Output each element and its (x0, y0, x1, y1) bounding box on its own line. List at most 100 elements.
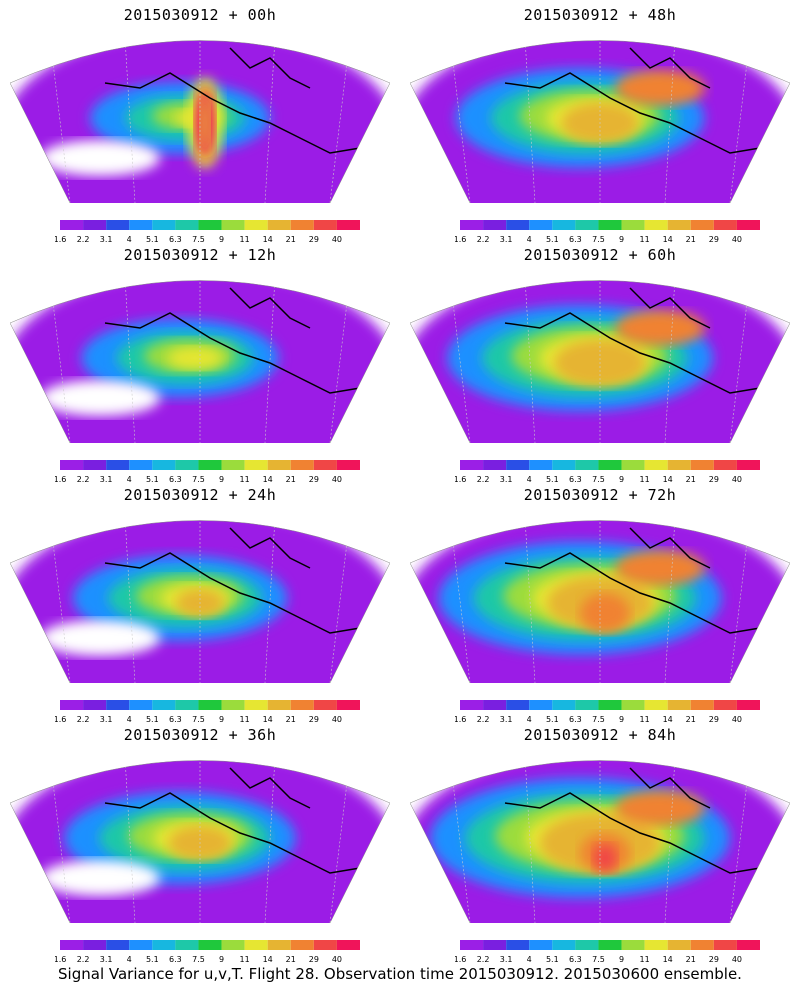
graticule-line (124, 520, 136, 683)
colorbar-label: 6.3 (169, 475, 182, 484)
colorbar-label: 2.2 (77, 235, 90, 244)
colorbar-label: 3.1 (100, 235, 113, 244)
variance-contour (615, 310, 705, 346)
colorbar-label: 6.3 (569, 715, 582, 724)
colorbar-label: 29 (709, 475, 719, 484)
colorbar-swatch (221, 940, 245, 950)
colorbar-swatch (221, 460, 245, 470)
colorbar: 1.6 2.2 3.1 4 5.1 6.3 7.5 9 11 14 21 29 40 (455, 940, 760, 964)
colorbar-swatch (598, 940, 622, 950)
colorbar-label: 40 (332, 235, 342, 244)
colorbar-label: 7.5 (192, 235, 205, 244)
colorbar-swatch (152, 940, 176, 950)
colorbar-label: 4 (527, 715, 532, 724)
colorbar-swatch (483, 940, 507, 950)
colorbar-label: 29 (709, 235, 719, 244)
variance-contour (615, 70, 705, 106)
colorbar-swatch (152, 700, 176, 710)
colorbar-swatch (106, 700, 130, 710)
colorbar-swatch (83, 460, 107, 470)
colorbar-label: 40 (332, 475, 342, 484)
colorbar-swatch (690, 940, 714, 950)
colorbar-swatch (336, 940, 360, 950)
colorbar-label: 4 (127, 475, 132, 484)
colorbar-label: 1.6 (455, 235, 466, 244)
colorbar-swatch (598, 460, 622, 470)
colorbar-label: 21 (286, 475, 296, 484)
domain-outline (10, 520, 390, 683)
colorbar-swatch (529, 700, 553, 710)
colorbar-label: 5.1 (146, 235, 159, 244)
graticule-line (124, 760, 136, 923)
colorbar-swatch (290, 460, 314, 470)
colorbar-swatch (198, 940, 222, 950)
panel-title: 2015030912 + 00h (123, 6, 277, 24)
colorbar-swatch (575, 940, 599, 950)
colorbar-swatch (598, 700, 622, 710)
colorbar-swatch (198, 700, 222, 710)
colorbar-label: 14 (663, 715, 673, 724)
map-panel: 2015030912 + 12h 1.6 2.2 3.1 4 5.1 6.3 7.5 9 11 14… (0, 240, 400, 485)
colorbar-label: 11 (240, 475, 250, 484)
variance-map (10, 520, 390, 683)
colorbar-label: 4 (127, 235, 132, 244)
low-variance-area (40, 380, 160, 416)
variance-map (10, 280, 390, 443)
variance-contour (615, 790, 705, 826)
colorbar-swatch (267, 220, 291, 230)
graticule-line (264, 280, 276, 443)
figure-caption: Signal Variance for u,v,T. Flight 28. Ob… (58, 965, 742, 983)
colorbar-label: 11 (640, 235, 650, 244)
colorbar-label: 21 (686, 955, 696, 964)
variance-map (410, 760, 790, 923)
colorbar-swatch (506, 700, 530, 710)
colorbar-swatch (713, 460, 737, 470)
colorbar-swatch (552, 460, 576, 470)
colorbar: 1.6 2.2 3.1 4 5.1 6.3 7.5 9 11 14 21 29 40 (55, 700, 360, 724)
colorbar-label: 7.5 (192, 715, 205, 724)
colorbar-swatch (313, 700, 337, 710)
colorbar-label: 2.2 (477, 475, 490, 484)
colorbar-swatch (175, 700, 199, 710)
colorbar-label: 29 (309, 955, 319, 964)
map-panel: 2015030912 + 60h 1.6 2.2 3.1 4 5.1 6.3 7.5 9 11 14… (400, 240, 800, 485)
colorbar-swatch (313, 220, 337, 230)
colorbar-swatch (244, 460, 268, 470)
colorbar-swatch (313, 940, 337, 950)
variance-map (10, 40, 390, 203)
colorbar-label: 14 (263, 475, 273, 484)
colorbar-swatch (690, 700, 714, 710)
panel-title: 2015030912 + 24h (123, 486, 277, 504)
variance-contour (167, 346, 223, 370)
colorbar-swatch (106, 460, 130, 470)
variance-field (10, 520, 390, 683)
variance-field (410, 760, 790, 923)
colorbar-label: 6.3 (169, 235, 182, 244)
coastline (104, 47, 361, 154)
colorbar-label: 7.5 (192, 475, 205, 484)
colorbar-swatch (644, 700, 668, 710)
graticule-line (264, 40, 276, 203)
colorbar-label: 1.6 (455, 955, 466, 964)
graticule-line (524, 760, 536, 923)
colorbar-label: 21 (286, 955, 296, 964)
colorbar-label: 29 (709, 715, 719, 724)
colorbar-swatch (244, 220, 268, 230)
colorbar-label: 11 (240, 235, 250, 244)
colorbar-label: 9 (219, 715, 224, 724)
colorbar-label: 4 (527, 955, 532, 964)
colorbar-label: 21 (686, 475, 696, 484)
colorbar-label: 9 (619, 955, 624, 964)
graticule-line (524, 40, 536, 203)
colorbar-swatch (713, 940, 737, 950)
variance-field (410, 520, 790, 683)
colorbar-swatch (60, 940, 84, 950)
colorbar-swatch (221, 220, 245, 230)
colorbar-swatch (736, 940, 760, 950)
colorbar-label: 2.2 (77, 955, 90, 964)
colorbar-swatch (575, 220, 599, 230)
colorbar-swatch (129, 460, 153, 470)
colorbar-swatch (460, 940, 484, 950)
domain-outline (410, 280, 790, 443)
colorbar-swatch (290, 940, 314, 950)
